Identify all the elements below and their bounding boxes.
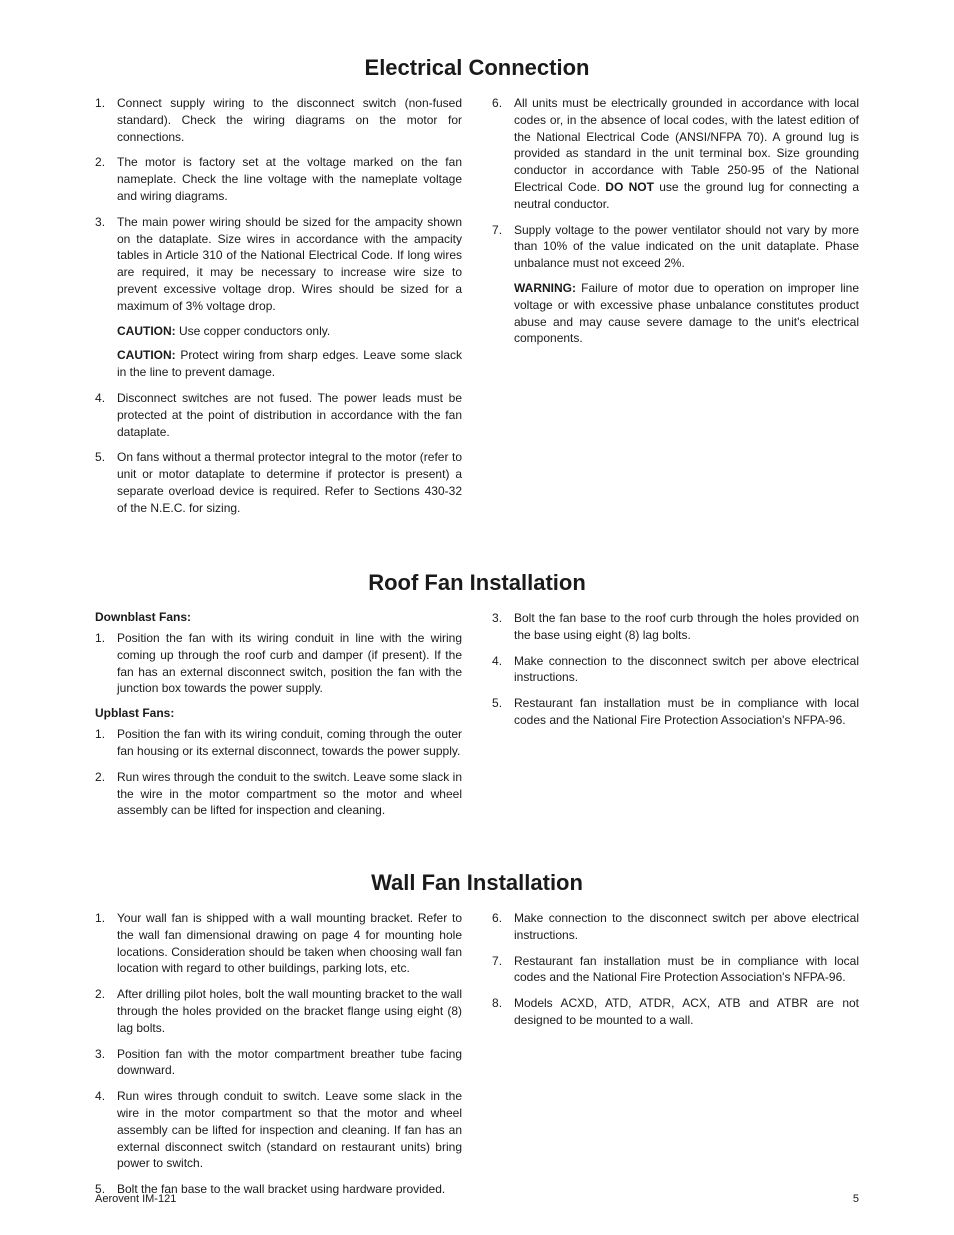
roof-columns: Downblast Fans: Position the fan with it… <box>95 610 859 840</box>
subheading-downblast: Downblast Fans: <box>95 610 462 624</box>
list-item: Restaurant fan installation must be in c… <box>492 953 859 987</box>
bold-text: DO NOT <box>605 180 654 194</box>
wall-columns: Your wall fan is shipped with a wall mou… <box>95 910 859 1210</box>
section-wall: Wall Fan Installation Your wall fan is s… <box>95 870 859 1210</box>
electrical-columns: Connect supply wiring to the disconnect … <box>95 95 859 540</box>
list-item: Your wall fan is shipped with a wall mou… <box>95 910 462 977</box>
heading-wall: Wall Fan Installation <box>95 870 859 896</box>
list-item: The motor is factory set at the voltage … <box>95 154 462 204</box>
list-item: Position the fan with its wiring conduit… <box>95 630 462 697</box>
list-item: Models ACXD, ATD, ATDR, ACX, ATB and ATB… <box>492 995 859 1029</box>
section-roof: Roof Fan Installation Downblast Fans: Po… <box>95 570 859 840</box>
footer-right: 5 <box>853 1193 859 1205</box>
list-item: Disconnect switches are not fused. The p… <box>95 390 462 440</box>
list-item: Position fan with the motor compartment … <box>95 1046 462 1080</box>
list-item: The main power wiring should be sized fo… <box>95 214 462 381</box>
list-item: After drilling pilot holes, bolt the wal… <box>95 986 462 1036</box>
section-electrical: Electrical Connection Connect supply wir… <box>95 55 859 540</box>
list-item: Position the fan with its wiring conduit… <box>95 726 462 760</box>
list-item: Make connection to the disconnect switch… <box>492 910 859 944</box>
list-item: All units must be electrically grounded … <box>492 95 859 213</box>
list-item: Restaurant fan installation must be in c… <box>492 695 859 729</box>
page-footer: Aerovent IM-121 5 <box>95 1193 859 1205</box>
warning-label: WARNING: <box>514 281 576 295</box>
subheading-upblast: Upblast Fans: <box>95 706 462 720</box>
heading-roof: Roof Fan Installation <box>95 570 859 596</box>
warning-block: WARNING: Failure of motor due to operati… <box>514 280 859 347</box>
caution-label: CAUTION: <box>117 324 176 338</box>
caution-text: Use copper conductors only. <box>176 324 331 338</box>
caution-block: CAUTION: Protect wiring from sharp edges… <box>117 347 462 381</box>
list-item: On fans without a thermal protector inte… <box>95 449 462 516</box>
downblast-list: Position the fan with its wiring conduit… <box>95 630 462 697</box>
wall-list: Your wall fan is shipped with a wall mou… <box>95 910 859 1210</box>
caution-block: CAUTION: Use copper conductors only. <box>117 323 462 340</box>
footer-left: Aerovent IM-121 <box>95 1193 176 1205</box>
list-item-text: Supply voltage to the power ventilator s… <box>514 223 859 271</box>
list-item: Bolt the fan base to the roof curb throu… <box>492 610 859 644</box>
list-item: Supply voltage to the power ventilator s… <box>492 222 859 348</box>
heading-electrical: Electrical Connection <box>95 55 859 81</box>
list-item-text: The main power wiring should be sized fo… <box>117 215 462 313</box>
list-item: Make connection to the disconnect switch… <box>492 653 859 687</box>
list-item: Run wires through conduit to switch. Lea… <box>95 1088 462 1172</box>
electrical-list: Connect supply wiring to the disconnect … <box>95 95 859 540</box>
list-item: Run wires through the conduit to the swi… <box>95 769 462 819</box>
list-item: Connect supply wiring to the disconnect … <box>95 95 462 145</box>
caution-label: CAUTION: <box>117 348 176 362</box>
